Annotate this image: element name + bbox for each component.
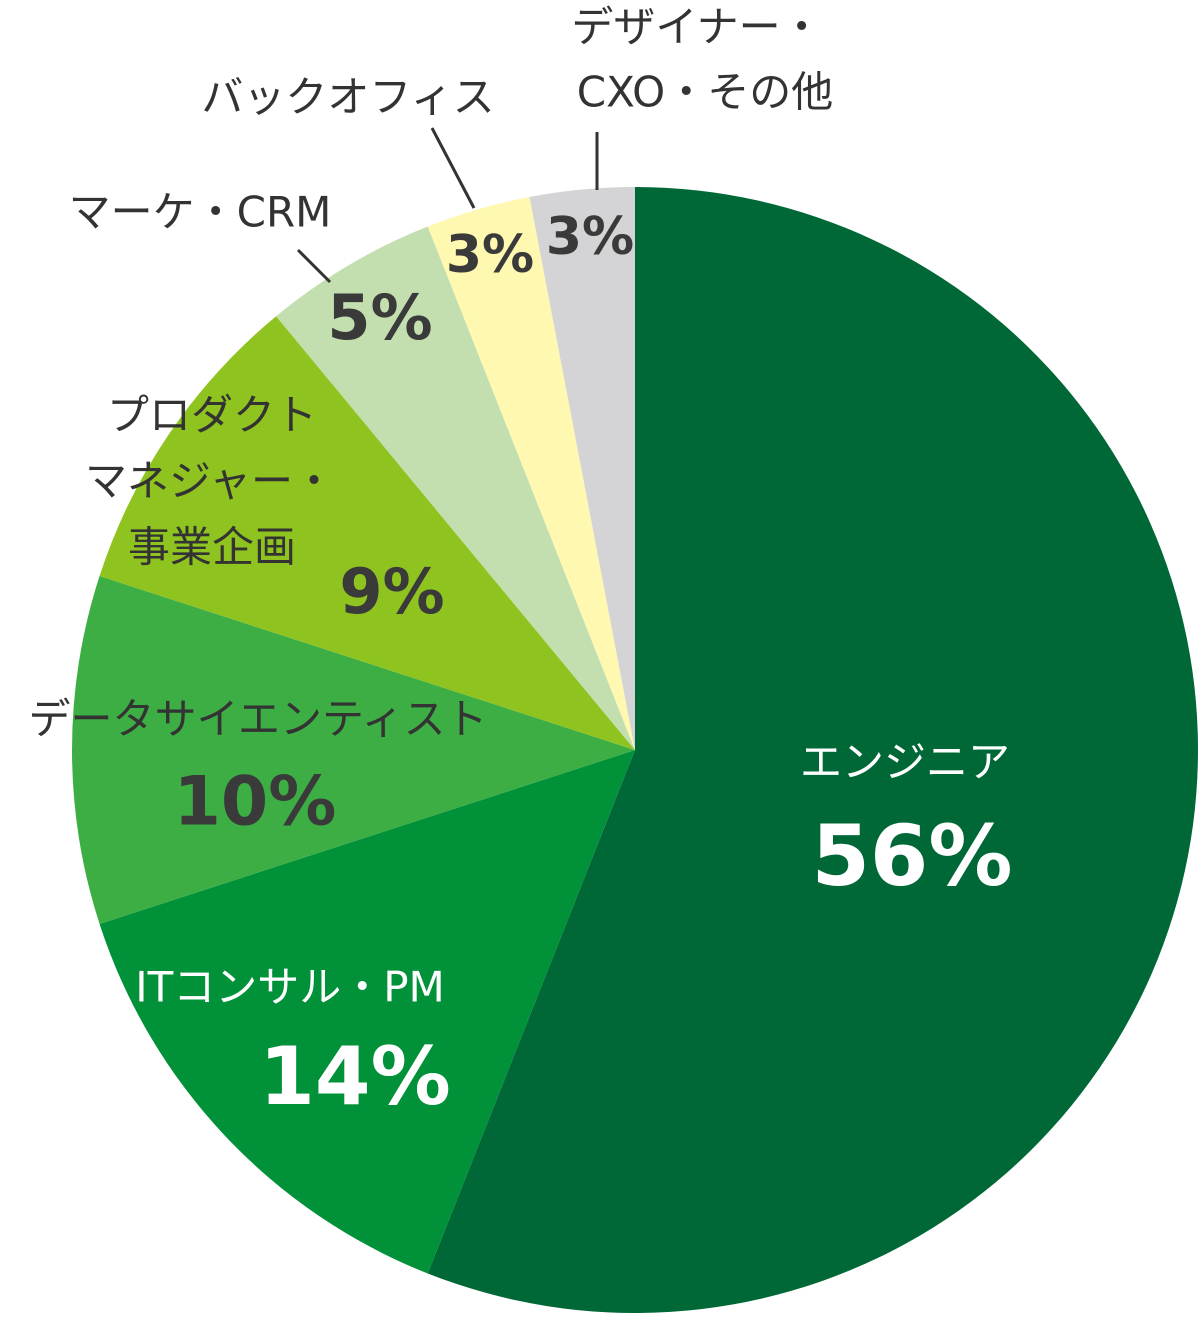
value-label: 5% (327, 281, 432, 354)
slice-label: データサイエンティスト (28, 695, 487, 744)
value-label: 9% (339, 555, 444, 628)
value-label: 3% (446, 225, 534, 285)
pie-slice (529, 187, 635, 750)
slice-label: ITコンサル・PM (135, 963, 445, 1012)
value-label: 14% (259, 1030, 450, 1123)
slice-label: 事業企画 (128, 523, 296, 572)
pie-slice (99, 316, 636, 750)
leader-line (296, 248, 332, 284)
value-label: 3% (546, 207, 634, 267)
pie-slice (427, 196, 635, 750)
slices (71, 187, 1199, 1313)
slice-label: バックオフィス (201, 73, 494, 122)
pie-slice (71, 576, 635, 924)
pie-slice (427, 187, 1199, 1313)
slice-label: エンジニア (800, 738, 1010, 787)
slice-label: プロダクト (107, 391, 317, 440)
slice-label: デザイナー・ (571, 3, 822, 52)
leader-line (430, 127, 476, 209)
slice-label: CXO・その他 (577, 68, 833, 117)
pie-slice (276, 226, 635, 751)
pie-slice (99, 750, 636, 1274)
value-label: 10% (174, 763, 337, 842)
value-label: 56% (811, 807, 1012, 905)
slice-label: マーケ・CRM (69, 188, 332, 237)
slice-label: マネジャー・ (85, 457, 335, 506)
